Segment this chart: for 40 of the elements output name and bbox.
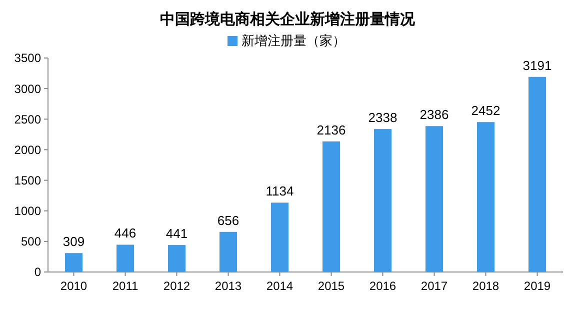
y-tick-label: 500 <box>20 234 42 249</box>
bar <box>270 202 289 272</box>
x-tick-label: 2011 <box>112 279 138 293</box>
bar <box>168 245 186 272</box>
data-label: 446 <box>114 226 136 241</box>
bar <box>64 253 83 272</box>
data-label: 656 <box>217 212 240 228</box>
bar <box>219 232 238 272</box>
bar <box>374 129 392 272</box>
x-tick-label: 2015 <box>318 279 345 293</box>
x-tick-label: 2013 <box>214 279 242 293</box>
x-tick-label: 2012 <box>163 279 190 293</box>
x-tick-label: 2019 <box>524 279 551 293</box>
chart-title: 中国跨境电商相关企业新增注册量情况 <box>160 10 416 28</box>
x-tick-label: 2016 <box>369 279 396 293</box>
data-label: 441 <box>166 226 188 242</box>
y-tick-label: 0 <box>34 265 42 280</box>
data-label: 3191 <box>522 58 552 73</box>
data-label: 2386 <box>420 107 449 122</box>
y-tick-label: 1500 <box>14 173 42 188</box>
x-tick-label: 2010 <box>60 279 88 293</box>
data-label: 2338 <box>368 110 398 126</box>
bar <box>116 244 134 272</box>
data-label: 309 <box>62 234 85 250</box>
bar <box>425 126 444 272</box>
bar <box>322 141 340 272</box>
data-label: 2452 <box>471 103 500 118</box>
data-label: 1134 <box>266 184 294 199</box>
bar <box>476 122 495 272</box>
x-tick-label: 2018 <box>472 279 500 293</box>
y-tick-label: 3000 <box>14 82 42 96</box>
x-tick-label: 2014 <box>266 279 294 293</box>
legend-label: 新增注册量（家） <box>242 33 346 48</box>
data-label: 2136 <box>316 122 346 138</box>
bar <box>528 76 546 272</box>
y-tick-label: 1000 <box>14 204 42 218</box>
y-tick-label: 3500 <box>14 51 42 66</box>
y-tick-label: 2000 <box>14 142 42 157</box>
x-tick-label: 2017 <box>420 279 448 293</box>
y-tick-label: 2500 <box>14 112 42 126</box>
